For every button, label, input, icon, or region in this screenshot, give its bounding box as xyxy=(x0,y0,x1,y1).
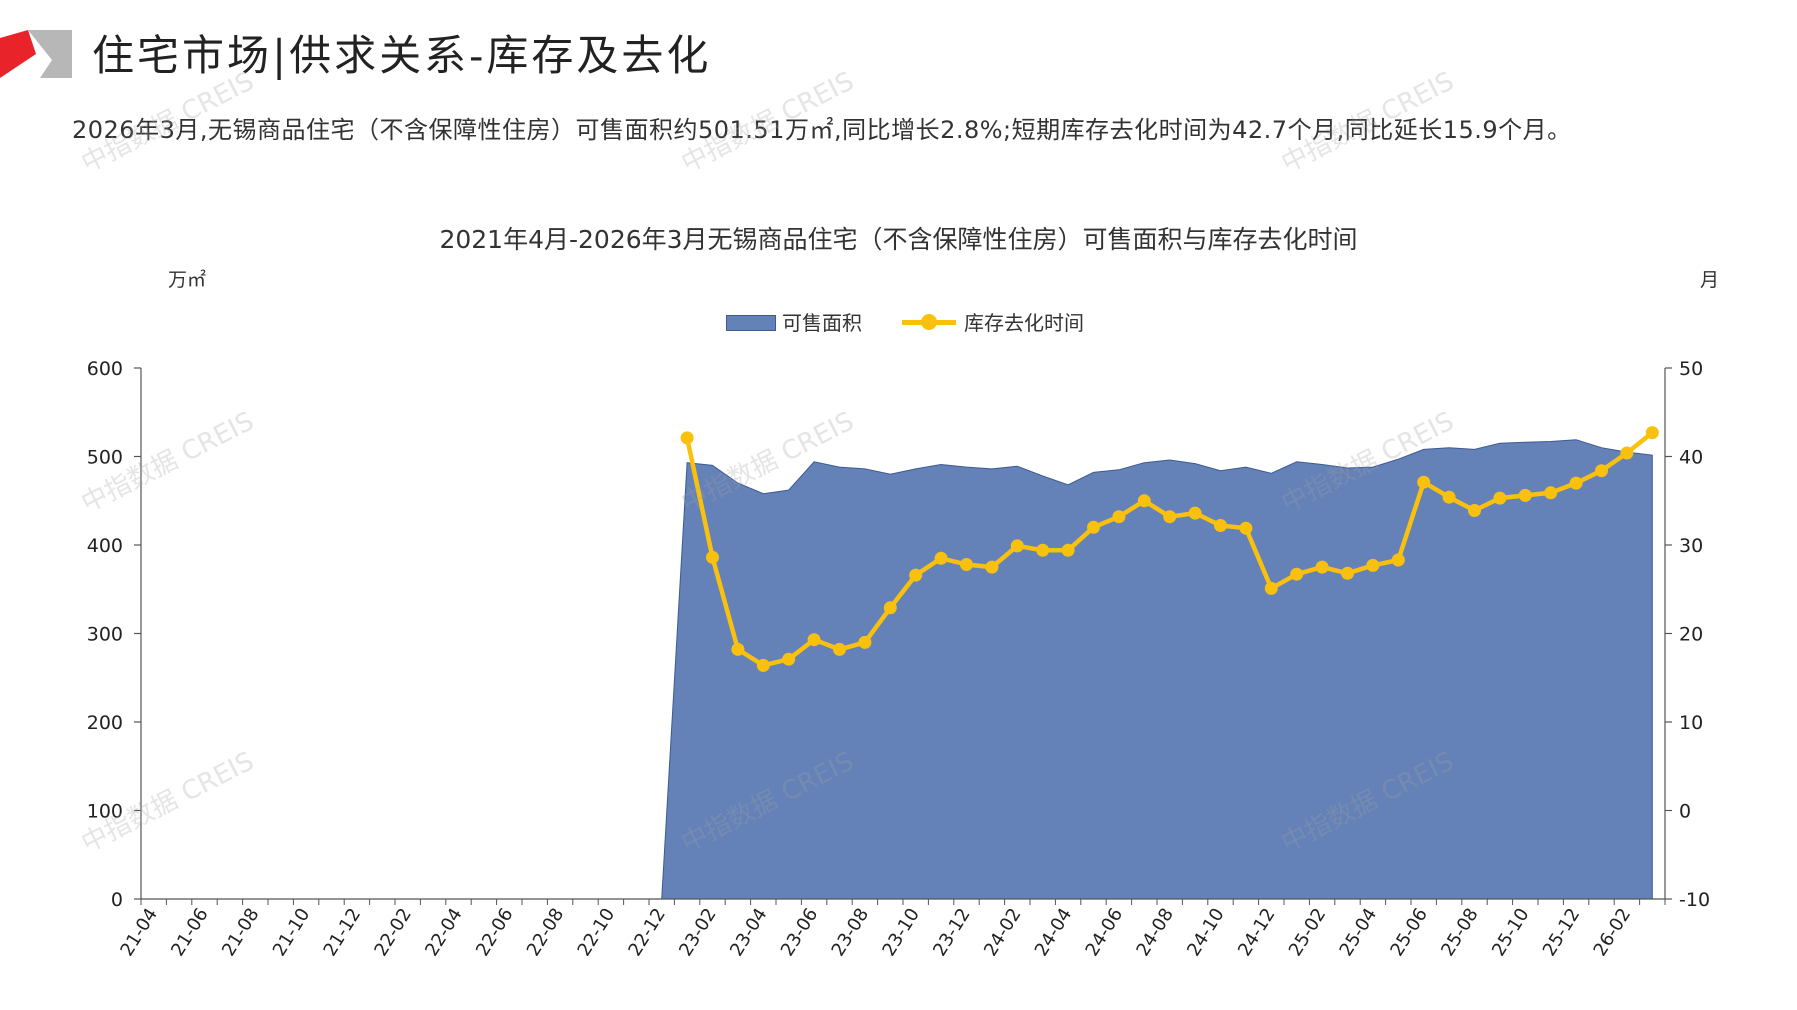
x-tick-label: 21-06 xyxy=(167,905,213,960)
page-title: 住宅市场|供求关系-库存及去化 xyxy=(92,31,712,80)
x-tick-label: 21-10 xyxy=(269,905,315,960)
line-point xyxy=(1544,486,1558,500)
x-tick-label: 24-04 xyxy=(1031,905,1077,960)
y-left-unit-label: 万㎡ xyxy=(168,269,207,291)
line-point xyxy=(782,652,796,666)
y-right-unit-label: 月 xyxy=(1700,269,1720,291)
line-point xyxy=(1112,510,1126,524)
x-tick-label: 25-04 xyxy=(1336,905,1382,960)
brand-logo-icon xyxy=(0,30,72,78)
y-left-tick-label: 300 xyxy=(87,624,123,646)
x-tick-label: 22-02 xyxy=(370,905,416,960)
x-tick-label: 25-12 xyxy=(1539,905,1585,960)
line-point xyxy=(934,551,948,565)
line-point xyxy=(680,431,694,445)
logo-gray-shape xyxy=(28,30,72,78)
line-point xyxy=(1595,464,1608,478)
x-tick-label: 22-06 xyxy=(472,905,518,960)
y-right-tick-label: -10 xyxy=(1679,889,1710,911)
line-point xyxy=(1493,491,1507,505)
line-point xyxy=(960,558,973,571)
x-tick-label: 25-06 xyxy=(1386,905,1432,960)
x-tick-label: 24-08 xyxy=(1132,905,1178,960)
line-point xyxy=(1188,506,1202,520)
logo-red-shape xyxy=(0,30,36,78)
line-point xyxy=(1290,567,1304,581)
line-point xyxy=(1163,510,1177,524)
line-point xyxy=(1518,488,1532,502)
line-point xyxy=(833,642,846,656)
x-tick-label: 21-08 xyxy=(218,905,264,960)
x-tick-label: 22-10 xyxy=(574,905,620,960)
x-tick-label: 22-04 xyxy=(421,905,467,960)
y-right-tick-label: 50 xyxy=(1679,358,1703,380)
line-point xyxy=(1468,504,1481,517)
y-left-tick-label: 500 xyxy=(87,447,123,469)
line-point xyxy=(1239,521,1253,535)
x-tick-label: 24-12 xyxy=(1234,905,1280,960)
x-tick-label: 23-02 xyxy=(675,905,721,960)
y-right-tick-label: 40 xyxy=(1679,447,1703,469)
line-point xyxy=(807,633,821,647)
line-point xyxy=(1569,476,1583,490)
line-point xyxy=(1417,475,1431,489)
x-tick-label: 24-02 xyxy=(980,905,1026,960)
y-left-tick-label: 400 xyxy=(87,535,123,557)
y-left-tick-label: 100 xyxy=(87,801,123,823)
legend-label-line: 库存去化时间 xyxy=(964,311,1084,335)
x-tick-label: 22-08 xyxy=(523,905,569,960)
y-left-tick-label: 600 xyxy=(87,358,123,380)
line-point xyxy=(1620,446,1634,460)
x-tick-label: 23-06 xyxy=(777,905,823,960)
line-point xyxy=(1010,539,1024,553)
summary-text: 2026年3月,无锡商品住宅（不含保障性住房）可售面积约501.51万㎡,同比增… xyxy=(72,116,1572,144)
legend-label-area: 可售面积 xyxy=(782,311,862,335)
line-point xyxy=(985,560,999,574)
x-tick-label: 21-12 xyxy=(320,905,366,960)
y-left-tick-label: 200 xyxy=(87,712,123,734)
line-point xyxy=(1442,490,1456,504)
line-point xyxy=(1036,543,1050,557)
line-point xyxy=(1264,581,1278,595)
y-left-tick-label: 0 xyxy=(111,889,123,911)
x-tick-label: 24-10 xyxy=(1183,905,1229,960)
line-point xyxy=(706,550,719,564)
line-point xyxy=(1061,543,1075,557)
x-tick-label: 23-04 xyxy=(726,905,772,960)
x-tick-label: 23-08 xyxy=(828,905,874,960)
line-point xyxy=(1137,494,1151,508)
line-point xyxy=(1087,520,1100,534)
y-right-tick-label: 0 xyxy=(1679,801,1691,823)
page-header: 住宅市场|供求关系-库存及去化 xyxy=(0,20,1797,80)
line-point xyxy=(1391,553,1405,567)
line-point xyxy=(1645,426,1659,440)
line-point xyxy=(1315,560,1329,574)
y-right-tick-label: 10 xyxy=(1679,712,1703,734)
legend-area-swatch xyxy=(726,315,776,331)
line-point xyxy=(1341,566,1354,580)
line-point xyxy=(909,568,923,582)
x-tick-label: 21-04 xyxy=(116,905,162,960)
area-series-available-space xyxy=(661,439,1653,900)
legend-dot-marker xyxy=(921,314,937,330)
line-point xyxy=(883,601,897,615)
x-tick-label: 25-08 xyxy=(1437,905,1483,960)
x-tick-label: 26-02 xyxy=(1590,905,1636,960)
x-tick-label: 23-10 xyxy=(878,905,924,960)
x-tick-label: 22-12 xyxy=(624,905,670,960)
x-tick-label: 25-02 xyxy=(1285,905,1331,960)
line-point xyxy=(1366,558,1380,572)
y-right-tick-label: 30 xyxy=(1679,535,1703,557)
line-point xyxy=(731,642,745,656)
x-tick-label: 24-06 xyxy=(1082,905,1128,960)
line-point xyxy=(858,635,872,649)
y-right-tick-label: 20 xyxy=(1679,624,1703,646)
x-tick-label: 25-10 xyxy=(1488,905,1534,960)
x-tick-label: 23-12 xyxy=(929,905,975,960)
line-point xyxy=(1214,519,1227,532)
chart-title: 2021年4月-2026年3月无锡商品住宅（不含保障性住房）可售面积与库存去化时… xyxy=(439,225,1358,254)
line-point xyxy=(756,658,770,672)
